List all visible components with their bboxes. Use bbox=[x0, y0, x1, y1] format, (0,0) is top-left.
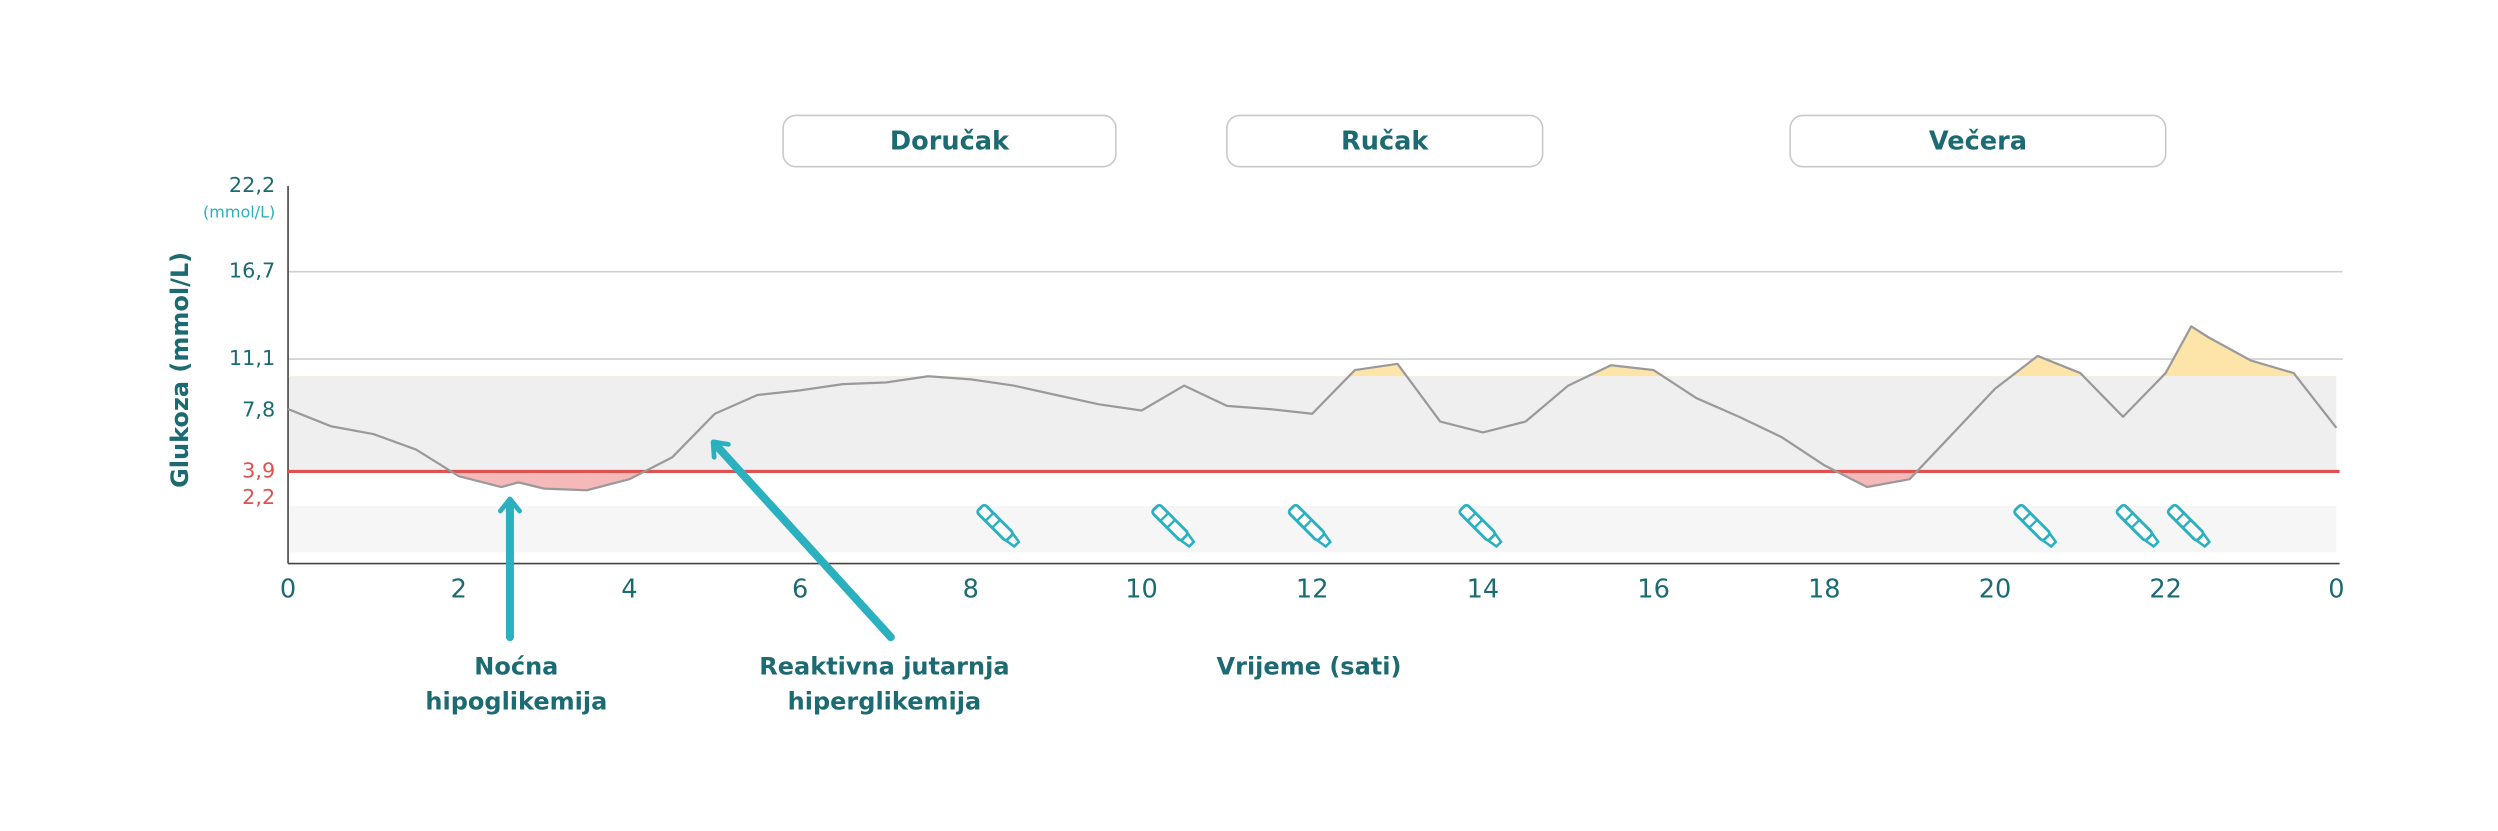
insulin-pen bbox=[2166, 503, 2212, 549]
insulin-pen bbox=[2013, 503, 2058, 549]
pen-mark bbox=[1302, 518, 1313, 529]
meal-box bbox=[782, 114, 1117, 168]
annotation-text: Noćna bbox=[474, 653, 558, 681]
x-tick-label: 16 bbox=[1637, 575, 1670, 605]
y-tick-label: 2,2 bbox=[242, 485, 275, 509]
x-tick-label: 4 bbox=[621, 575, 637, 605]
pen-mark bbox=[2175, 512, 2185, 522]
pen-tip bbox=[2143, 532, 2160, 549]
pen-mark bbox=[1473, 518, 1484, 529]
pen-tip bbox=[2194, 532, 2212, 549]
y-tick-label: 7,8 bbox=[242, 398, 275, 422]
insulin-pen bbox=[1287, 503, 1332, 549]
meal-label: Večera bbox=[1929, 127, 2027, 157]
y-axis-label: Glukoza (mmol/L) bbox=[166, 252, 194, 488]
y-unit: (mmol/L) bbox=[203, 203, 275, 222]
annotation-text: hipoglikemija bbox=[425, 688, 607, 716]
meal-box bbox=[1226, 114, 1544, 168]
x-tick-label: 14 bbox=[1467, 575, 1500, 605]
annotation-text: hiperglikemija bbox=[788, 688, 982, 716]
insulin-pen bbox=[976, 503, 1021, 549]
x-tick-label: 6 bbox=[792, 575, 808, 605]
pen-mark bbox=[1296, 512, 1306, 522]
target-band bbox=[288, 376, 2337, 472]
pen-mark bbox=[2021, 512, 2032, 522]
x-tick-label: 22 bbox=[2149, 575, 2182, 605]
pen-mark bbox=[991, 518, 1001, 529]
low-area bbox=[288, 471, 2337, 491]
annotation-text: Reaktivna jutarnja bbox=[759, 653, 1009, 681]
pen-mark bbox=[2130, 518, 2141, 529]
meal-label: Doručak bbox=[890, 127, 1010, 157]
x-tick-label: 2 bbox=[451, 575, 467, 605]
meal-box bbox=[1789, 114, 2167, 168]
x-tick-label: 12 bbox=[1296, 575, 1329, 605]
x-tick-label: 0 bbox=[2328, 575, 2344, 605]
insulin-pen bbox=[1458, 503, 1503, 549]
pen-tip bbox=[1179, 532, 1196, 549]
annotation-arrow bbox=[710, 439, 895, 642]
pen-tip bbox=[2041, 532, 2058, 549]
pen-mark bbox=[2181, 518, 2192, 529]
x-tick-label: 0 bbox=[280, 575, 296, 605]
x-tick-label: 8 bbox=[963, 575, 979, 605]
pen-mark bbox=[1466, 512, 1477, 522]
pen-mark bbox=[1159, 512, 1170, 522]
pen-mark bbox=[1166, 518, 1176, 529]
y-tick-label: 16,7 bbox=[229, 259, 275, 283]
y-tick-label: 11,1 bbox=[229, 346, 275, 370]
y-tick-label: 22,2 bbox=[229, 173, 275, 197]
insulin-pen bbox=[1151, 503, 1196, 549]
pen-tip bbox=[1486, 532, 1503, 549]
x-tick-label: 20 bbox=[1979, 575, 2012, 605]
pen-mark bbox=[2123, 512, 2134, 522]
pen-tip bbox=[1315, 532, 1332, 549]
glucose-line bbox=[287, 325, 2338, 492]
x-tick-label: 10 bbox=[1125, 575, 1158, 605]
x-axis-label: Vrijeme (sati) bbox=[1217, 653, 1402, 681]
y-tick-label: 3,9 bbox=[242, 458, 275, 482]
meal-label: Ručak bbox=[1341, 127, 1429, 157]
x-tick-label: 18 bbox=[1808, 575, 1841, 605]
insulin-pen bbox=[2115, 503, 2160, 549]
pen-mark bbox=[2028, 518, 2038, 529]
pen-mark bbox=[984, 512, 995, 522]
pen-tip bbox=[1004, 532, 1021, 549]
